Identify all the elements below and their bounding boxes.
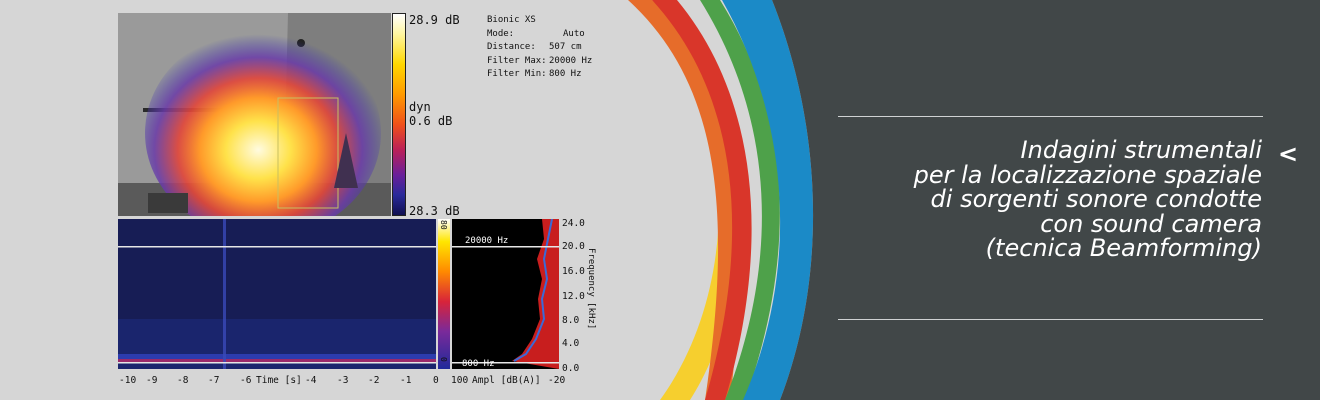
ampl-axis-label: Ampl [dB(A)] <box>472 375 541 386</box>
filter-max-marker: 20000 Hz <box>465 236 509 246</box>
dark-panel <box>772 0 1320 400</box>
freq-tick: 24.0 <box>562 218 585 229</box>
spectrogram-scale-bottom: 0 <box>439 357 448 362</box>
freq-tick: 0.0 <box>562 363 580 374</box>
camera-scale-dyn-value: 0.6 dB <box>409 114 453 128</box>
spectrogram-color-scale <box>438 219 450 369</box>
x-tick: -4 <box>305 375 317 386</box>
chevron-left-icon[interactable]: < <box>1278 140 1299 168</box>
freq-tick: 20.0 <box>562 241 585 252</box>
camera-color-scale <box>392 13 406 216</box>
title-line: di sorgenti sonore condotte <box>930 185 1262 213</box>
info-row: Filter Min: 800 Hz <box>487 69 582 79</box>
page-title: Indagini strumentali per la localizzazio… <box>860 138 1262 261</box>
title-line: con sound camera <box>1040 209 1262 238</box>
info-row: Bionic XS <box>487 15 536 25</box>
ampl-tick: -20 <box>548 375 566 386</box>
x-tick: -6 <box>240 375 252 386</box>
x-axis-label: Time [s] <box>256 375 302 386</box>
green-arc <box>700 0 780 400</box>
amplitude-spectrum <box>452 219 559 369</box>
spectrogram <box>118 219 436 369</box>
info-row: Distance: 507 cm <box>487 42 582 52</box>
x-tick: 0 <box>433 375 439 386</box>
x-tick: -1 <box>400 375 412 386</box>
camera-scale-max: 28.9 dB <box>409 13 460 27</box>
blue-arc <box>722 0 814 400</box>
freq-tick: 4.0 <box>562 338 580 349</box>
freq-axis-label: Frequency [kHz] <box>586 248 596 330</box>
freq-tick: 12.0 <box>562 291 585 302</box>
ampl-tick: 100 <box>451 375 469 386</box>
x-tick: -2 <box>368 375 380 386</box>
x-tick: -9 <box>146 375 158 386</box>
freq-tick: 8.0 <box>562 315 580 326</box>
x-tick: -10 <box>119 375 137 386</box>
title-line: (tecnica Beamforming) <box>985 234 1262 262</box>
title-line: Indagini strumentali <box>1020 136 1262 164</box>
x-tick: -7 <box>208 375 220 386</box>
info-row: Filter Max: 20000 Hz <box>487 55 593 66</box>
divider-top <box>838 116 1263 117</box>
camera-scale-min: 28.3 dB <box>409 204 460 218</box>
title-line: per la localizzazione spaziale <box>913 160 1262 189</box>
acoustic-camera-image <box>118 13 391 216</box>
x-tick: -3 <box>337 375 349 386</box>
spectrogram-scale-top: 80 <box>439 220 448 230</box>
x-tick: -8 <box>177 375 189 386</box>
freq-tick: 16.0 <box>562 266 585 277</box>
info-row: Mode: Auto <box>487 28 585 39</box>
red-arc <box>652 0 752 400</box>
device-info-panel: Bionic XS Mode: Auto Distance: 507 cm Filt… <box>487 14 592 82</box>
divider-bottom <box>838 319 1263 320</box>
filter-min-marker: 800 Hz <box>462 359 495 369</box>
camera-scale-dyn-label: dyn <box>409 100 431 114</box>
